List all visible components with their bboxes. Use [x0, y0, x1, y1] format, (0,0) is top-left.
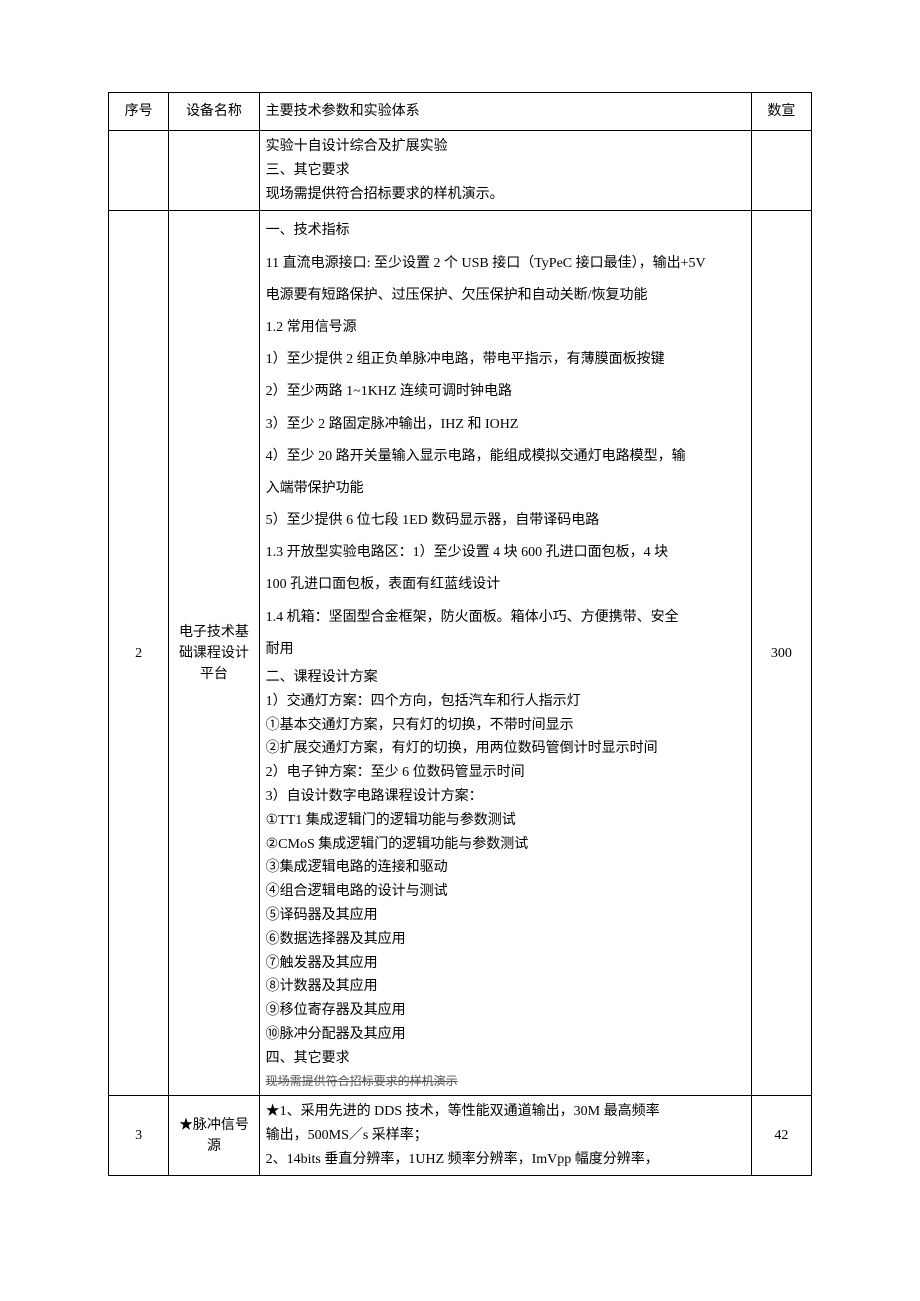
header-seq: 序号 — [109, 93, 169, 131]
spec-text: ⑥数据选择器及其应用 — [266, 928, 745, 952]
spec-text: ★1、采用先进的 DDS 技术，等性能双通道输出，30M 最高频率 — [266, 1100, 745, 1124]
cell-qty: 42 — [751, 1095, 811, 1175]
spec-text: 5）至少提供 6 位七段 1ED 数码显示器，自带译码电路 — [266, 505, 745, 537]
spec-text: ⑨移位寄存器及其应用 — [266, 999, 745, 1023]
spec-text: 现场需提供符合招标要求的样机演示。 — [266, 183, 745, 207]
spec-text: ③集成逻辑电路的连接和驱动 — [266, 856, 745, 880]
spec-text: ①TT1 集成逻辑门的逻辑功能与参数测试 — [266, 809, 745, 833]
spec-text: ④组合逻辑电路的设计与测试 — [266, 880, 745, 904]
cell-spec: ★1、采用先进的 DDS 技术，等性能双通道输出，30M 最高频率 输出，500… — [259, 1095, 751, 1175]
spec-text: 电源要有短路保护、过压保护、欠压保护和自动关断/恢复功能 — [266, 280, 745, 312]
spec-text: 入端带保护功能 — [266, 473, 745, 505]
spec-text: 实验十自设计综合及扩展实验 — [266, 135, 745, 159]
spec-text: ⑧计数器及其应用 — [266, 975, 745, 999]
cell-seq — [109, 131, 169, 211]
spec-text: 四、其它要求 — [266, 1047, 745, 1071]
spec-text: 1.4 机箱：坚固型合金框架，防火面板。箱体小巧、方便携带、安全 — [266, 602, 745, 634]
cell-name: 电子技术基础课程设计平台 — [169, 211, 259, 1096]
spec-text: 二、课程设计方案 — [266, 666, 745, 690]
spec-text: 3）自设计数字电路课程设计方案： — [266, 785, 745, 809]
spec-text: 2）电子钟方案：至少 6 位数码管显示时间 — [266, 761, 745, 785]
cell-name: ★脉冲信号源 — [169, 1095, 259, 1175]
spec-text: ②CMoS 集成逻辑门的逻辑功能与参数测试 — [266, 833, 745, 857]
spec-text: 1）至少提供 2 组正负单脉冲电路，带电平指示，有薄膜面板按键 — [266, 344, 745, 376]
cell-name — [169, 131, 259, 211]
cell-seq: 3 — [109, 1095, 169, 1175]
cell-spec: 实验十自设计综合及扩展实验 三、其它要求 现场需提供符合招标要求的样机演示。 — [259, 131, 751, 211]
table-row: 2 电子技术基础课程设计平台 一、技术指标 11 直流电源接口: 至少设置 2 … — [109, 211, 812, 1096]
spec-text: 3）至少 2 路固定脉冲输出，IHZ 和 IOHZ — [266, 409, 745, 441]
spec-text: 2）至少两路 1~1KHZ 连续可调时钟电路 — [266, 376, 745, 408]
spec-text: 11 直流电源接口: 至少设置 2 个 USB 接口（TyPeC 接口最佳），输… — [266, 248, 745, 280]
spec-text: 三、其它要求 — [266, 159, 745, 183]
cell-seq: 2 — [109, 211, 169, 1096]
spec-text: 一、技术指标 — [266, 215, 745, 247]
spec-text: 1）交通灯方案：四个方向，包括汽车和行人指示灯 — [266, 690, 745, 714]
spec-text: 1.3 开放型实验电路区：1）至少设置 4 块 600 孔进口面包板，4 块 — [266, 537, 745, 569]
header-qty: 数宣 — [751, 93, 811, 131]
spec-text: 输出，500MS／s 采样率； — [266, 1124, 745, 1148]
header-name: 设备名称 — [169, 93, 259, 131]
cell-spec: 一、技术指标 11 直流电源接口: 至少设置 2 个 USB 接口（TyPeC … — [259, 211, 751, 1096]
spec-text: 耐用 — [266, 634, 745, 666]
spec-text: ⑤译码器及其应用 — [266, 904, 745, 928]
table-row: 3 ★脉冲信号源 ★1、采用先进的 DDS 技术，等性能双通道输出，30M 最高… — [109, 1095, 812, 1175]
table-row: 实验十自设计综合及扩展实验 三、其它要求 现场需提供符合招标要求的样机演示。 — [109, 131, 812, 211]
header-spec: 主要技术参数和实验体系 — [259, 93, 751, 131]
spec-text: ⑦触发器及其应用 — [266, 952, 745, 976]
spec-text-struck: 现场需提供符合招标要求的样机演示 — [266, 1071, 745, 1091]
table-header-row: 序号 设备名称 主要技术参数和实验体系 数宣 — [109, 93, 812, 131]
spec-text: ①基本交通灯方案，只有灯的切换，不带时间显示 — [266, 714, 745, 738]
spec-text: 2、14bits 垂直分辨率，1UHZ 频率分辨率，ImVpp 幅度分辨率， — [266, 1148, 745, 1172]
cell-qty: 300 — [751, 211, 811, 1096]
spec-table: 序号 设备名称 主要技术参数和实验体系 数宣 实验十自设计综合及扩展实验 三、其… — [108, 92, 812, 1176]
spec-text: ②扩展交通灯方案，有灯的切换，用两位数码管倒计时显示时间 — [266, 737, 745, 761]
spec-text: 100 孔进口面包板，表面有红蓝线设计 — [266, 569, 745, 601]
spec-text: ⑩脉冲分配器及其应用 — [266, 1023, 745, 1047]
spec-text: 1.2 常用信号源 — [266, 312, 745, 344]
spec-text: 4）至少 20 路开关量输入显示电路，能组成模拟交通灯电路模型，输 — [266, 441, 745, 473]
cell-qty — [751, 131, 811, 211]
